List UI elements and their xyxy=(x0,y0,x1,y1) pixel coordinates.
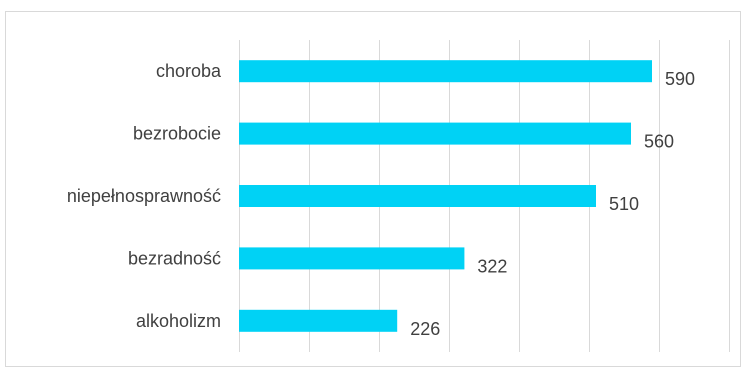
category-label: choroba xyxy=(156,61,222,81)
data-label: 590 xyxy=(665,69,695,89)
category-label: niepełnosprawność xyxy=(67,186,221,206)
category-label: alkoholizm xyxy=(136,311,221,331)
category-label: bezrobocie xyxy=(133,124,221,144)
data-label: 560 xyxy=(644,132,674,152)
value-labels: 590 560 510 322 226 xyxy=(410,69,695,339)
data-label: 322 xyxy=(477,256,507,276)
data-label: 226 xyxy=(410,319,440,339)
bars xyxy=(239,60,652,332)
category-labels: choroba bezrobocie niepełnosprawność bezrad… xyxy=(67,61,222,331)
bar xyxy=(239,247,465,270)
bar xyxy=(239,185,596,207)
bar xyxy=(239,122,631,145)
category-label: bezradność xyxy=(128,248,221,268)
bar xyxy=(239,309,398,332)
bar xyxy=(239,60,652,83)
data-label: 510 xyxy=(609,194,639,214)
